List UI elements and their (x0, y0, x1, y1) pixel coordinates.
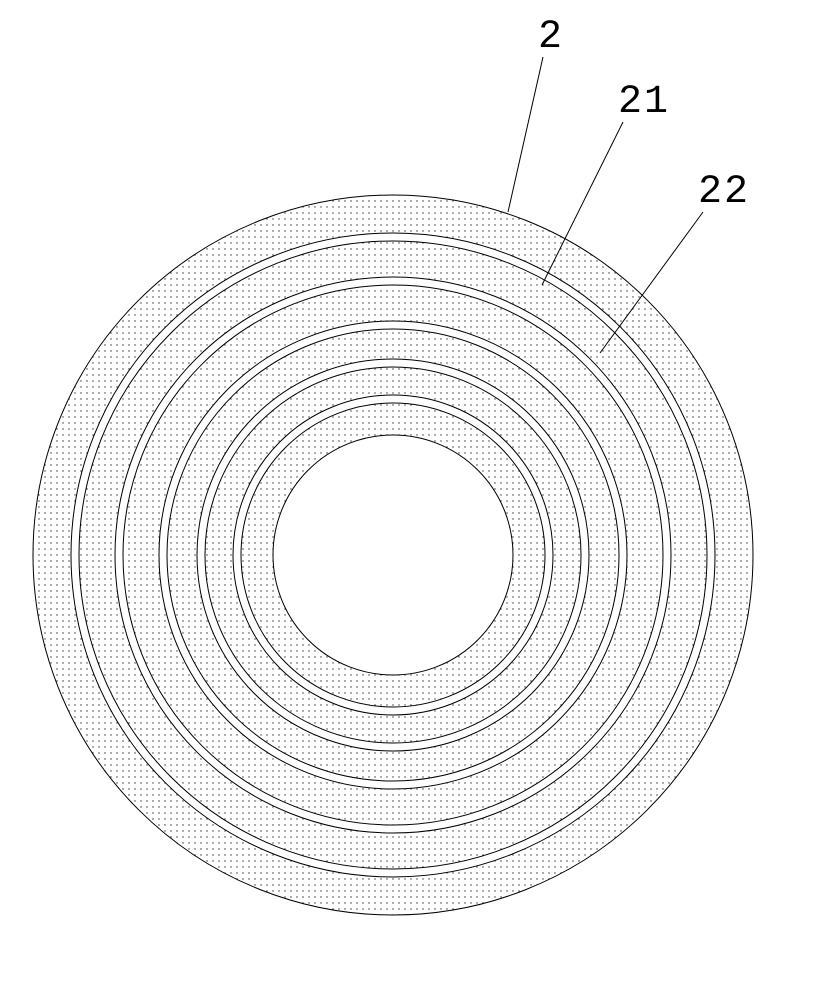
callout-label-22: 22 (698, 170, 750, 215)
ring-diagram (0, 0, 827, 1000)
diagram-stage: 2 21 22 (0, 0, 827, 1000)
callout-label-2: 2 (538, 15, 564, 60)
callout-label-21: 21 (618, 80, 670, 125)
